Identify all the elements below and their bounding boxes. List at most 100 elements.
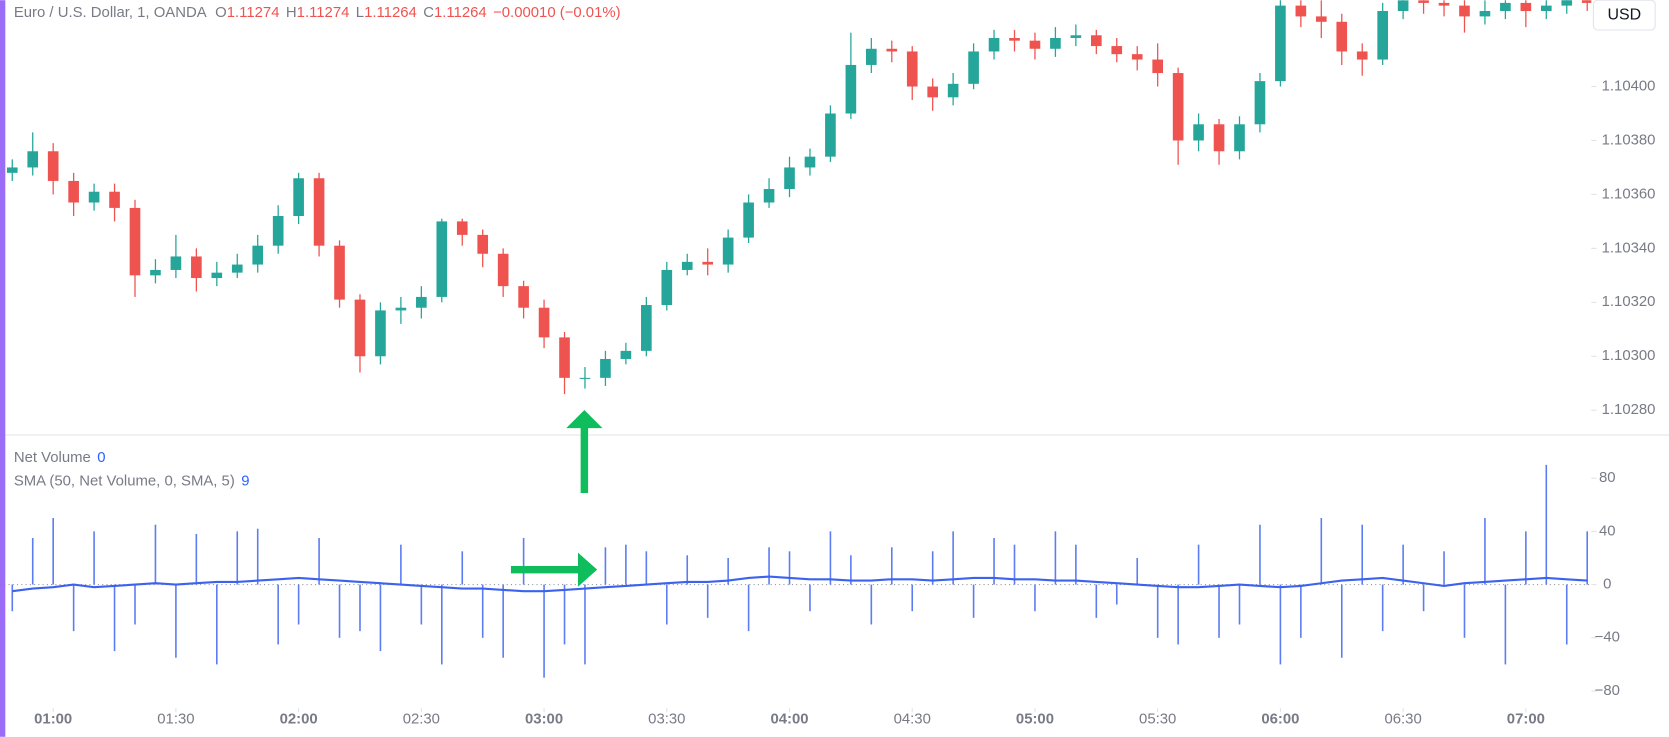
x-tick-label: 01:30 (157, 712, 194, 728)
candle-body (538, 307, 550, 338)
candle-body (947, 83, 959, 98)
candle-body (866, 48, 877, 65)
candle-body (1397, 0, 1409, 12)
candle-body (641, 305, 652, 351)
y-tick-label: 40 (1599, 523, 1616, 539)
candle-body (784, 167, 795, 190)
candle-body (804, 156, 816, 168)
volume-pane (0, 464, 1592, 678)
candle-body (1275, 5, 1286, 82)
candle-body (170, 256, 182, 270)
y-tick-label: 1.10300 (1602, 348, 1656, 364)
candle-body (1459, 5, 1470, 17)
price-pane (6, 0, 1592, 395)
candle-body (1377, 11, 1388, 60)
candle-body (1581, 0, 1592, 3)
candle-body (1193, 124, 1204, 141)
candle-body (1315, 16, 1327, 22)
x-tick-label: 06:30 (1384, 712, 1421, 728)
candle-body (722, 237, 734, 265)
x-tick-label: 02:30 (403, 712, 440, 728)
x-tick-label: 07:00 (1507, 712, 1545, 728)
candle-body (927, 86, 939, 98)
y-tick-label: 0 (1603, 577, 1611, 593)
candle-body (456, 221, 468, 235)
candle-body (1152, 59, 1164, 74)
legend-label: L (356, 5, 364, 21)
left-edge (0, 0, 6, 737)
right-arrow-head (577, 552, 598, 587)
candle-body (845, 64, 857, 114)
candle-body (191, 256, 202, 279)
sma-line (12, 575, 1588, 593)
candle-body (968, 51, 979, 84)
candle-body (763, 189, 775, 203)
currency-badge[interactable] (1592, 0, 1656, 31)
candle-body (395, 307, 407, 311)
symbol-legend: Euro / U.S. Dollar, 1, OANDA O1.11274 H1.1… (14, 5, 621, 21)
y-tick-label: 1.10280 (1602, 402, 1656, 418)
x-tick-label: 01:00 (34, 712, 72, 728)
x-tick-label: 05:00 (1016, 712, 1054, 728)
candle-body (252, 245, 264, 265)
sma-legend: SMA (50, Net Volume, 0, SMA, 5) 9 (14, 473, 250, 489)
candle-body (375, 310, 386, 357)
candle-body (988, 37, 1000, 52)
candle-body (88, 191, 100, 203)
legend-value: 1.11264 (434, 5, 487, 21)
candle-body (559, 337, 570, 378)
candle-body (1172, 73, 1184, 141)
candle-body (211, 272, 223, 279)
candle-body (354, 299, 366, 357)
candle-body (906, 51, 918, 87)
candle-body (150, 269, 161, 276)
candle-body (1336, 21, 1348, 52)
candle-body (1111, 46, 1123, 55)
y-tick-label: 1.10380 (1602, 132, 1656, 148)
currency-label[interactable]: USD (1607, 6, 1641, 23)
x-tick-label: 02:00 (280, 712, 318, 728)
candle-body (1520, 2, 1532, 12)
candle-body (293, 178, 304, 217)
y-tick-label: 1.10320 (1602, 294, 1656, 310)
axes: 1.10280 1.10300 1.10320 1.10340 1.10360 1.103… (34, 78, 1655, 727)
y-tick-label: −80 (1595, 683, 1620, 699)
candle-body (579, 377, 591, 379)
annotation-arrows (510, 410, 603, 587)
legend-name: Net Volume (14, 450, 91, 466)
candle-body (47, 151, 59, 181)
x-tick-label: 03:30 (648, 712, 685, 728)
candle-body (272, 216, 284, 246)
candle-body (620, 350, 632, 359)
candle-body (1234, 124, 1245, 152)
x-tick-label: 03:00 (525, 712, 563, 728)
candle-body (1479, 11, 1491, 17)
candle-body (27, 151, 39, 168)
legend-label: O (215, 5, 227, 21)
candle-body (436, 221, 448, 297)
candle-body (1254, 81, 1266, 125)
candle-body (416, 296, 427, 308)
legend-name: SMA (50, Net Volume, 0, SMA, 5) (14, 473, 235, 489)
symbol-title: Euro / U.S. Dollar, 1, OANDA (14, 5, 207, 21)
legend-label: H (286, 5, 297, 21)
y-tick-label: 1.10360 (1602, 186, 1656, 202)
candle-body (1356, 51, 1368, 60)
candle-body (886, 48, 898, 52)
up-arrow-head (566, 410, 603, 429)
candle-body (681, 261, 693, 270)
candle-body (1561, 0, 1573, 6)
candle-body (1070, 35, 1082, 38)
candle-body (825, 113, 836, 157)
x-tick-label: 06:00 (1261, 712, 1299, 728)
candle-body (1009, 37, 1020, 41)
candle-body (334, 245, 345, 300)
y-tick-label: −40 (1595, 630, 1620, 646)
y-tick-label: 1.10340 (1602, 240, 1656, 256)
candle-body (313, 178, 325, 246)
candle-body (231, 264, 243, 273)
x-tick-label: 04:00 (770, 712, 808, 728)
candle-body (1090, 35, 1102, 47)
